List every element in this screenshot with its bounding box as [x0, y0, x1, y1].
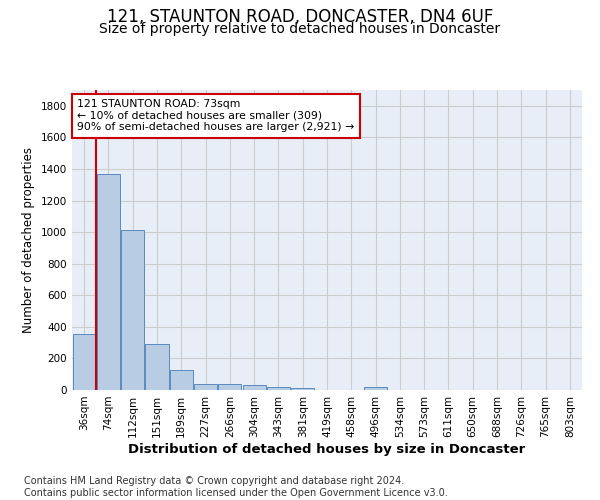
- Bar: [364, 387, 387, 390]
- Bar: [121, 230, 144, 390]
- Text: Contains HM Land Registry data © Crown copyright and database right 2024.
Contai: Contains HM Land Registry data © Crown c…: [24, 476, 448, 498]
- Bar: [145, 344, 169, 390]
- Bar: [291, 388, 314, 390]
- Text: 121, STAUNTON ROAD, DONCASTER, DN4 6UF: 121, STAUNTON ROAD, DONCASTER, DN4 6UF: [107, 8, 493, 26]
- Bar: [267, 387, 290, 390]
- Bar: [218, 384, 241, 390]
- Bar: [170, 370, 193, 390]
- Bar: [194, 384, 217, 390]
- Bar: [97, 174, 120, 390]
- Text: Size of property relative to detached houses in Doncaster: Size of property relative to detached ho…: [100, 22, 500, 36]
- Text: 121 STAUNTON ROAD: 73sqm
← 10% of detached houses are smaller (309)
90% of semi-: 121 STAUNTON ROAD: 73sqm ← 10% of detach…: [77, 99, 355, 132]
- Bar: [242, 386, 266, 390]
- Bar: [73, 334, 95, 390]
- Y-axis label: Number of detached properties: Number of detached properties: [22, 147, 35, 333]
- Text: Distribution of detached houses by size in Doncaster: Distribution of detached houses by size …: [128, 442, 526, 456]
